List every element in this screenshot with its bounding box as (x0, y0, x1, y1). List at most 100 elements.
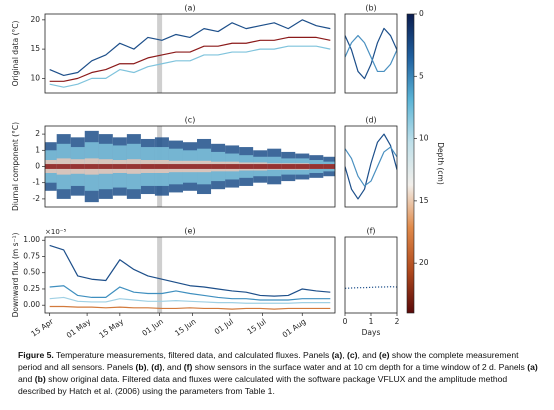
series-line (345, 34, 397, 73)
caption-text: show the complete measurement period and… (18, 350, 519, 372)
amplitude-band (112, 164, 127, 169)
x-tick-label: 01 Jun (140, 317, 165, 338)
axes-frame (44, 125, 336, 208)
y-tick-label: 0.75 (23, 251, 40, 260)
colorbar-label: Depth (cm) (436, 142, 445, 185)
amplitude-band (239, 164, 254, 169)
y-axis-label: Original data (°C) (11, 21, 20, 87)
x-tick-label: 01 Jul (213, 317, 235, 336)
panel: (b) (344, 4, 398, 94)
caption-text: and (18, 374, 35, 384)
x-tick-label: 1 (369, 317, 374, 326)
series-line (49, 296, 331, 304)
series-line (345, 27, 397, 80)
axes-frame (344, 13, 398, 94)
series-line (49, 45, 331, 88)
series-line (49, 19, 331, 77)
panel-title: (b) (365, 4, 376, 13)
panel: (e) Downward flux (m s⁻¹) ×10⁻⁵ 0.00 0.25 0.5… (11, 227, 336, 340)
amplitude-band (267, 164, 282, 169)
x-axis-label: Days (362, 328, 381, 337)
axes-frame (44, 236, 336, 314)
caption-text: Temperature measurements, filtered data,… (53, 350, 332, 360)
series-line (49, 244, 331, 297)
amplitude-band (45, 164, 57, 169)
y-offset-label: ×10⁻⁵ (45, 228, 66, 236)
panel: (d) (344, 116, 398, 208)
y-tick-label: 2 (35, 129, 40, 138)
axes-frame (344, 125, 398, 208)
caption-text: , and (162, 362, 184, 372)
y-tick-label: -1 (33, 178, 41, 187)
caption-text: , (146, 362, 152, 372)
y-tick-label: 0.00 (23, 300, 40, 309)
series-line (49, 36, 331, 82)
caption-text: (f) (183, 362, 193, 372)
amplitude-band (98, 164, 113, 169)
colorbar-tick-label: 15 (419, 196, 429, 205)
x-tick-label: 15 Jun (173, 317, 198, 338)
caption-text: show sensors in the surface water and at… (192, 362, 528, 372)
caption-text: (e) (379, 350, 390, 360)
plot-area (45, 126, 335, 207)
series-line (345, 133, 397, 200)
y-tick-label: 15 (30, 44, 40, 53)
amplitude-band (225, 164, 240, 169)
series-line (49, 285, 331, 301)
panel: (f) Days 0 1 2 (343, 227, 400, 338)
caption-text: show original data. Filtered data and fl… (18, 374, 508, 396)
axes-frame (44, 13, 336, 94)
amplitude-band (56, 164, 71, 169)
y-axis-label: Downward flux (m s⁻¹) (11, 233, 20, 318)
panel-title: (a) (184, 4, 195, 13)
amplitude-band (84, 164, 99, 169)
y-tick-label: 20 (30, 15, 40, 24)
panel-title: (c) (185, 116, 196, 125)
caption-text: (b) (34, 374, 46, 384)
y-tick-label: 0.25 (23, 284, 40, 293)
plot-area (345, 133, 397, 200)
y-tick-label: 10 (30, 73, 40, 82)
caption-text: (c) (346, 350, 358, 360)
caption-text: Figure 5. (18, 350, 54, 360)
x-tick-label: 15 Jul (245, 317, 267, 336)
amplitude-band (182, 164, 198, 169)
y-tick-label: -2 (33, 194, 41, 203)
x-tick-label: 15 May (97, 317, 125, 340)
amplitude-band (140, 164, 155, 169)
x-tick-label: 01 May (65, 317, 93, 340)
series-line (345, 146, 397, 187)
caption-text: (a) (527, 362, 538, 372)
y-axis-label: Diurnal component (°C) (11, 122, 20, 211)
amplitude-band (70, 164, 85, 169)
highlight-band (157, 237, 163, 313)
caption-text: (a) (331, 350, 343, 360)
panel-title: (d) (365, 116, 376, 125)
series-line (49, 305, 331, 310)
y-tick-label: 0 (35, 162, 40, 171)
highlight-band (157, 14, 163, 93)
colorbar-tick-label: 20 (419, 258, 429, 267)
figure: (a)Original data (°C) 101520(b)(c)Diurnal… (11, 4, 445, 341)
x-tick-label: 15 Apr (29, 316, 55, 338)
y-tick-label: 0.50 (23, 268, 40, 277)
y-tick-label: 1 (35, 145, 40, 154)
plot-area (345, 286, 397, 289)
caption: Figure 5. Temperature measurements, filt… (18, 349, 538, 397)
caption-text: , (342, 350, 347, 360)
amplitude-band (154, 164, 169, 169)
amplitude-band (253, 164, 268, 169)
colorbar-tick-label: 10 (419, 134, 429, 143)
amplitude-band (309, 164, 324, 169)
plot-area (49, 14, 331, 93)
caption-text: (d) (151, 362, 163, 372)
amplitude-band (211, 164, 226, 169)
amplitude-band (295, 164, 310, 169)
amplitude-band (323, 164, 335, 169)
x-tick-label: 2 (395, 317, 400, 326)
plot-area (345, 27, 397, 80)
y-tick-label: 1.00 (23, 235, 40, 244)
series-line (345, 286, 397, 289)
x-tick-label: 01 Aug (281, 317, 308, 340)
